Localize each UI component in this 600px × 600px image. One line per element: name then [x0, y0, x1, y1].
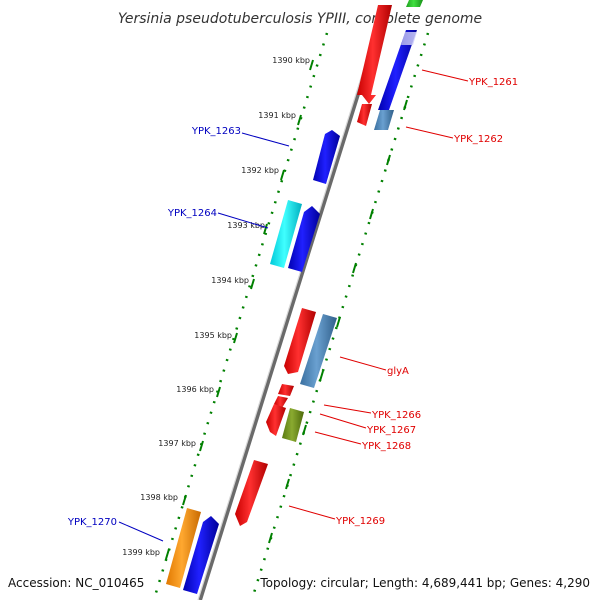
label-connector — [118, 521, 164, 542]
gene-feature-ypk-1270[interactable] — [166, 508, 201, 588]
scale-tick — [297, 114, 302, 126]
gene-label-ypk-1262[interactable]: YPK_1262 — [453, 134, 503, 145]
gene-feature-ypk-1264[interactable] — [270, 200, 302, 268]
scale-label: 1398 kbp — [140, 493, 178, 502]
label-connector — [421, 69, 469, 82]
label-connector — [323, 404, 372, 414]
gene-feature-olive[interactable] — [282, 408, 304, 442]
scale-tick — [403, 99, 408, 111]
gene-feature-ypk-1268[interactable] — [266, 404, 286, 436]
scale-tick — [165, 548, 170, 560]
gene-feature-ypk-1267[interactable] — [274, 396, 288, 408]
scale-tick — [369, 208, 374, 220]
gene-label-glya[interactable]: glyA — [387, 366, 409, 377]
scale-tick — [268, 532, 273, 544]
gene-feature-lavender[interactable] — [401, 32, 417, 45]
scale-tick — [309, 59, 314, 71]
scale-tick — [199, 440, 204, 452]
gene-feature-partial-top[interactable] — [406, 0, 423, 7]
gene-feature-ypk-1270-blue[interactable] — [183, 516, 219, 594]
scale-tick — [336, 316, 341, 328]
gene-feature-ypk-1264-blue[interactable] — [288, 206, 320, 272]
gene-label-ypk-1266[interactable]: YPK_1266 — [371, 410, 421, 421]
scale-label: 1394 kbp — [211, 276, 249, 285]
label-connector — [217, 212, 269, 229]
scale-ticks-right — [268, 99, 408, 544]
scale-label: 1391 kbp — [258, 111, 296, 120]
gene-feature-ypk-1266[interactable] — [278, 384, 294, 396]
gene-label-ypk-1268[interactable]: YPK_1268 — [361, 441, 411, 452]
gene-feature-ypk-1262[interactable] — [374, 110, 394, 130]
accession-label: Accession: NC_010465 — [8, 576, 145, 590]
scale-tick — [280, 169, 285, 181]
gene-feature-small-red[interactable] — [357, 104, 372, 126]
scale-label: 1395 kbp — [194, 331, 232, 340]
scale-label: 1392 kbp — [241, 166, 279, 175]
scale-tick — [263, 223, 268, 235]
gene-label-ypk-1267[interactable]: YPK_1267 — [366, 425, 416, 436]
map-title: Yersinia pseudotuberculosis YPIII, compl… — [118, 11, 482, 27]
gene-label-ypk-1270[interactable]: YPK_1270 — [67, 517, 117, 528]
label-connector — [241, 132, 290, 147]
scale-tick — [352, 262, 357, 274]
scale-tick — [250, 278, 255, 290]
scale-ticks — [165, 59, 314, 560]
scale-tick — [302, 424, 307, 436]
gene-label-ypk-1261[interactable]: YPK_1261 — [468, 77, 518, 88]
scale-label: 1396 kbp — [176, 385, 214, 394]
gene-feature-ypk-1261-partner[interactable] — [378, 30, 417, 110]
gene-feature-ypk-1261[interactable] — [357, 5, 392, 104]
scale-label: 1399 kbp — [122, 548, 160, 557]
gene-label-ypk-1269[interactable]: YPK_1269 — [335, 516, 385, 527]
scale-label: 1390 kbp — [272, 56, 310, 65]
scale-tick — [182, 494, 187, 506]
gene-feature-ypk-1263[interactable] — [313, 130, 340, 184]
scale-tick — [233, 332, 238, 344]
genome-stats-label: Topology: circular; Length: 4,689,441 bp… — [260, 576, 590, 590]
gene-feature-glya-steel[interactable] — [300, 314, 337, 388]
label-connector — [314, 431, 362, 445]
scale-tick — [319, 370, 324, 382]
scale-tick — [216, 386, 221, 398]
label-connector — [405, 126, 454, 139]
gene-label-ypk-1263[interactable]: YPK_1263 — [191, 126, 241, 137]
scale-label: 1397 kbp — [158, 439, 196, 448]
genome-backbone — [198, 29, 380, 600]
label-connector — [319, 413, 367, 429]
scale-tick — [386, 154, 391, 166]
label-connector — [339, 356, 387, 371]
gene-feature-glya[interactable] — [284, 308, 316, 374]
gene-feature-ypk-1269[interactable] — [235, 460, 268, 526]
gene-label-ypk-1264[interactable]: YPK_1264 — [167, 208, 217, 219]
scale-label: 1393 kbp — [227, 221, 265, 230]
genome-backbone-highlight — [197, 29, 377, 600]
label-connector — [288, 505, 336, 520]
scale-tick — [285, 478, 290, 490]
